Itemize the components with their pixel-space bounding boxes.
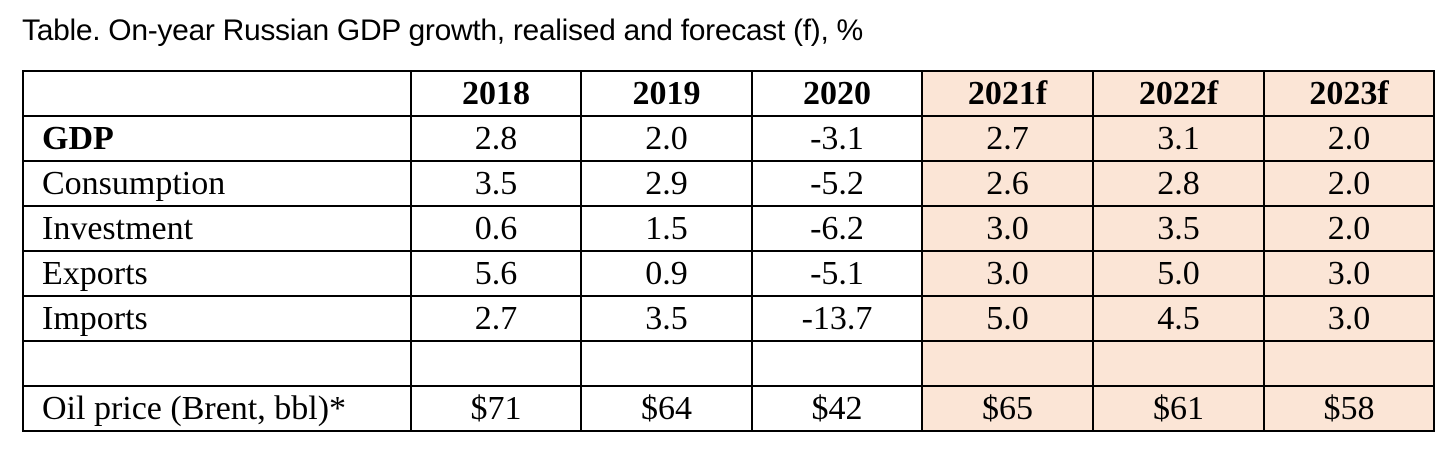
table-cell-forecast: 2.8 [1092, 160, 1265, 207]
table-cell: 2.0 [580, 115, 753, 162]
header-cell-2020: 2020 [751, 70, 923, 117]
table-cell: -3.1 [751, 115, 923, 162]
table-row-blank [22, 340, 1435, 387]
table-cell: 2.8 [410, 115, 582, 162]
table-cell: 3.5 [410, 160, 582, 207]
table-cell: 5.6 [410, 250, 582, 297]
table-cell-forecast: 2.7 [921, 115, 1094, 162]
table-cell-forecast: 3.5 [1092, 205, 1265, 252]
row-label-blank [22, 340, 412, 387]
table-cell-forecast: 3.0 [1263, 250, 1435, 297]
header-cell-2021f: 2021f [921, 70, 1094, 117]
table-cell-forecast [1263, 340, 1435, 387]
table-cell-forecast: 3.0 [1263, 295, 1435, 342]
table-row-oil-price: Oil price (Brent, bbl)* $71 $64 $42 $65 … [22, 385, 1435, 432]
table-cell [580, 340, 753, 387]
table-cell-forecast [1092, 340, 1265, 387]
table-cell-forecast: 5.0 [1092, 250, 1265, 297]
table-row-imports: Imports 2.7 3.5 -13.7 5.0 4.5 3.0 [22, 295, 1435, 342]
header-cell-2018: 2018 [410, 70, 582, 117]
row-label-gdp: GDP [22, 115, 412, 162]
table-cell: -6.2 [751, 205, 923, 252]
table-cell-forecast: $65 [921, 385, 1094, 432]
table-cell: -5.2 [751, 160, 923, 207]
table-row-investment: Investment 0.6 1.5 -6.2 3.0 3.5 2.0 [22, 205, 1435, 252]
table-cell: $64 [580, 385, 753, 432]
table-cell: -13.7 [751, 295, 923, 342]
header-cell-2023f: 2023f [1263, 70, 1435, 117]
table-cell-forecast: 3.0 [921, 205, 1094, 252]
row-label-exports: Exports [22, 250, 412, 297]
table-cell-forecast [921, 340, 1094, 387]
table-cell-forecast: 3.1 [1092, 115, 1265, 162]
table-row-exports: Exports 5.6 0.9 -5.1 3.0 5.0 3.0 [22, 250, 1435, 297]
table-cell: 2.9 [580, 160, 753, 207]
table-cell-forecast: 2.6 [921, 160, 1094, 207]
gdp-growth-table: 2018 2019 2020 2021f 2022f 2023f GDP 2.8… [22, 70, 1435, 432]
table-cell: $71 [410, 385, 582, 432]
header-cell-empty [22, 70, 412, 117]
table-row-gdp: GDP 2.8 2.0 -3.1 2.7 3.1 2.0 [22, 115, 1435, 162]
table-cell-forecast: 2.0 [1263, 160, 1435, 207]
row-label-investment: Investment [22, 205, 412, 252]
table-cell: -5.1 [751, 250, 923, 297]
header-row: 2018 2019 2020 2021f 2022f 2023f [22, 70, 1435, 117]
table-cell-forecast: 4.5 [1092, 295, 1265, 342]
table-cell: $42 [751, 385, 923, 432]
table-cell: 0.9 [580, 250, 753, 297]
header-cell-2019: 2019 [580, 70, 753, 117]
table-cell-forecast: 2.0 [1263, 115, 1435, 162]
table-cell [751, 340, 923, 387]
table-cell: 0.6 [410, 205, 582, 252]
table-cell: 3.5 [580, 295, 753, 342]
header-cell-2022f: 2022f [1092, 70, 1265, 117]
table-cell [410, 340, 582, 387]
table-cell-forecast: 2.0 [1263, 205, 1435, 252]
table-cell-forecast: 5.0 [921, 295, 1094, 342]
row-label-imports: Imports [22, 295, 412, 342]
table-cell: 1.5 [580, 205, 753, 252]
row-label-consumption: Consumption [22, 160, 412, 207]
table-cell: 2.7 [410, 295, 582, 342]
row-label-oil-price: Oil price (Brent, bbl)* [22, 385, 412, 432]
table-cell-forecast: $58 [1263, 385, 1435, 432]
table-caption: Table. On-year Russian GDP growth, reali… [22, 14, 863, 47]
table-row-consumption: Consumption 3.5 2.9 -5.2 2.6 2.8 2.0 [22, 160, 1435, 207]
table-cell-forecast: $61 [1092, 385, 1265, 432]
table-cell-forecast: 3.0 [921, 250, 1094, 297]
